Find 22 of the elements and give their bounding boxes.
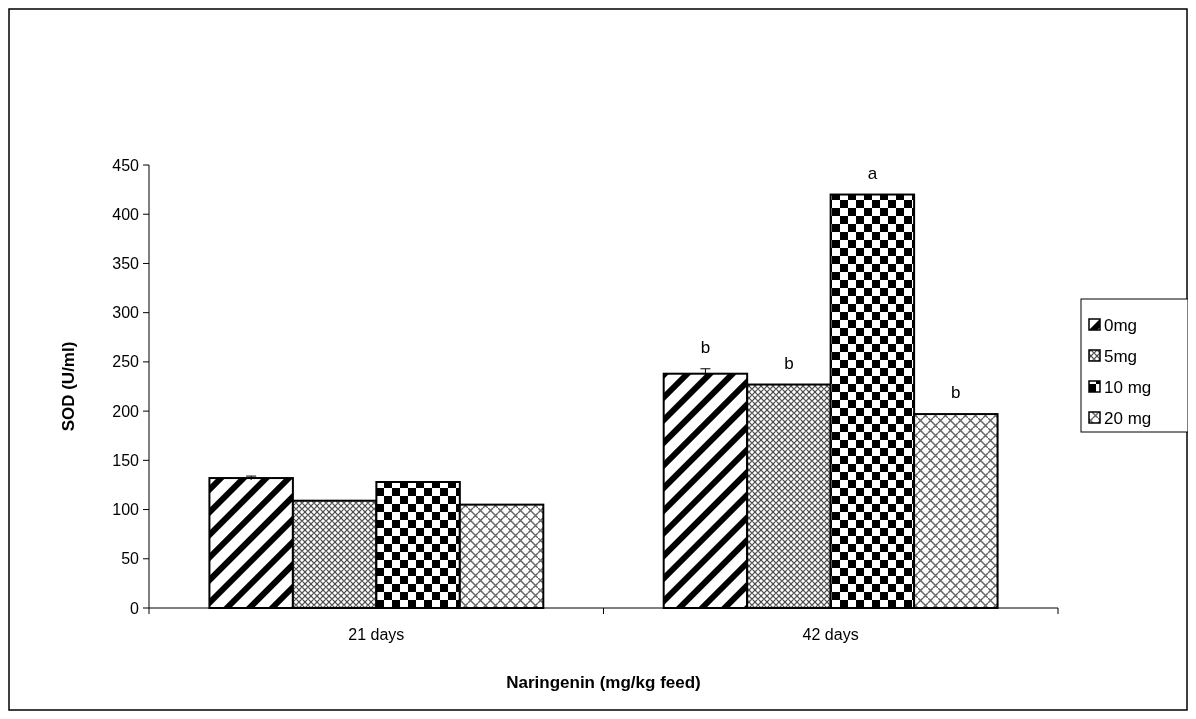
x-axis-title: Naringenin (mg/kg feed) <box>506 673 701 692</box>
data-label: a <box>867 163 878 183</box>
y-tick-label: 250 <box>112 353 140 371</box>
y-tick-label: 450 <box>112 156 140 174</box>
y-tick-label: 100 <box>112 501 140 519</box>
y-tick-label: 350 <box>112 255 140 273</box>
y-tick-label: 150 <box>112 451 140 469</box>
y-tick-label: 400 <box>112 205 140 223</box>
legend-label: 5mg <box>1104 346 1138 366</box>
legend-label: 10 mg <box>1104 377 1152 397</box>
y-axis-title: SOD (U/ml) <box>59 341 78 432</box>
x-tick-label: 42 days <box>802 626 859 643</box>
data-label: b <box>700 337 711 357</box>
x-tick-label: 21 days <box>348 626 405 643</box>
data-label: b <box>951 383 961 403</box>
legend-label: 20 mg <box>1104 408 1152 428</box>
y-tick-label: 50 <box>121 550 140 568</box>
data-label: b <box>784 353 794 373</box>
y-tick-label: 200 <box>112 402 140 420</box>
y-tick-label: 300 <box>112 304 140 322</box>
y-tick-label: 0 <box>130 599 140 617</box>
legend-label: 0mg <box>1104 315 1138 335</box>
